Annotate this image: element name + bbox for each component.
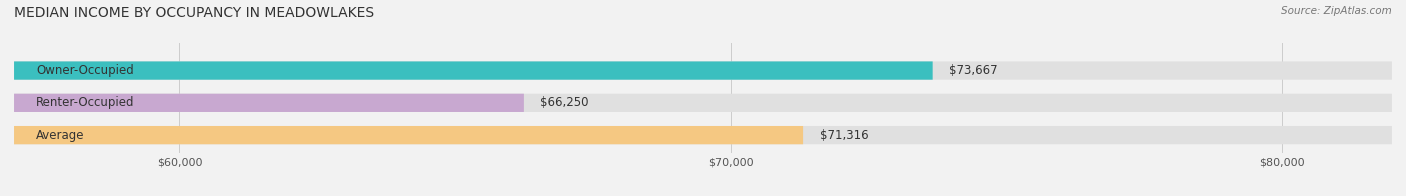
- FancyBboxPatch shape: [14, 94, 524, 112]
- FancyBboxPatch shape: [14, 126, 803, 144]
- FancyBboxPatch shape: [14, 61, 932, 80]
- FancyBboxPatch shape: [14, 126, 1392, 144]
- Text: Renter-Occupied: Renter-Occupied: [37, 96, 135, 109]
- FancyBboxPatch shape: [14, 61, 1392, 80]
- Text: Owner-Occupied: Owner-Occupied: [37, 64, 134, 77]
- Text: MEDIAN INCOME BY OCCUPANCY IN MEADOWLAKES: MEDIAN INCOME BY OCCUPANCY IN MEADOWLAKE…: [14, 6, 374, 20]
- Text: $71,316: $71,316: [820, 129, 869, 142]
- Text: $73,667: $73,667: [949, 64, 998, 77]
- Text: Source: ZipAtlas.com: Source: ZipAtlas.com: [1281, 6, 1392, 16]
- Text: $66,250: $66,250: [540, 96, 589, 109]
- Text: Average: Average: [37, 129, 84, 142]
- FancyBboxPatch shape: [14, 94, 1392, 112]
